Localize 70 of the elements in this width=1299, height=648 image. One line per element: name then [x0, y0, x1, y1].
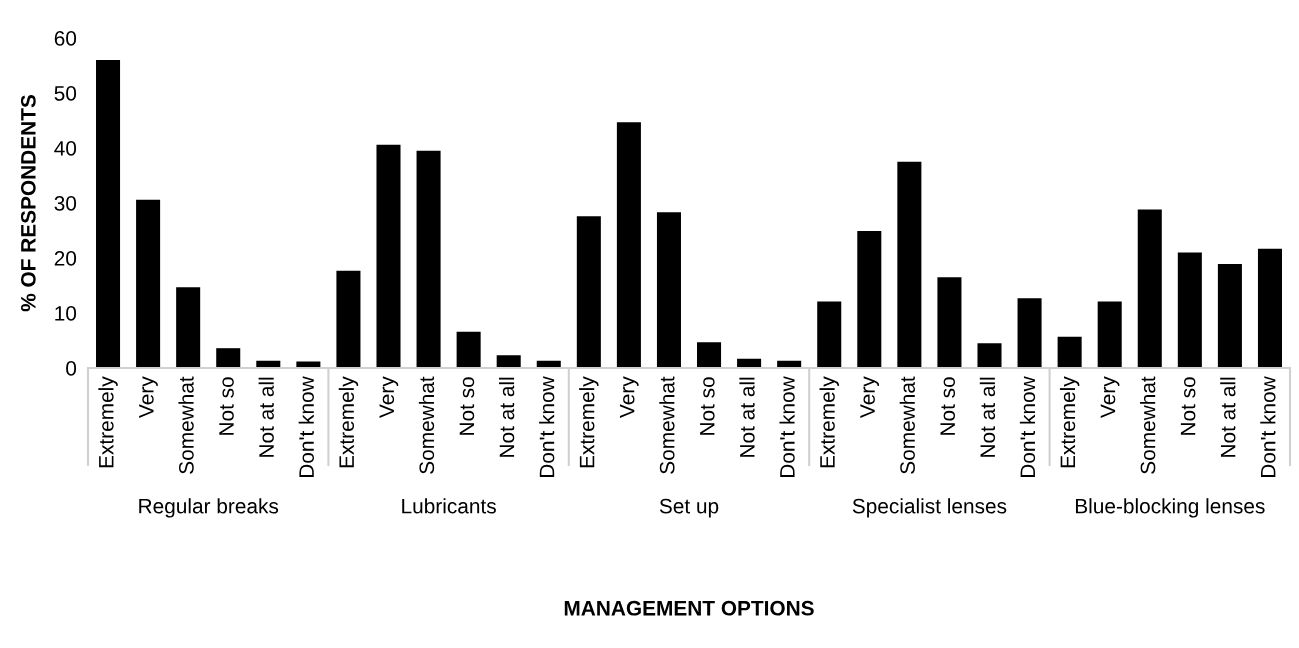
x-tick-label: Somewhat: [418, 376, 435, 474]
x-tick-label: Very: [139, 376, 158, 418]
x-tick-label: Very: [860, 376, 880, 418]
x-tick-label: Not at all: [979, 377, 996, 457]
x-tick-label: Don't know: [1019, 376, 1036, 478]
x-tick-label: Extremely: [1059, 376, 1080, 468]
x-tick-label: Not so: [219, 377, 234, 435]
x-tick-label: Very: [1100, 376, 1120, 418]
x-tick-label: Somewhat: [1140, 376, 1156, 474]
bar: [1137, 209, 1162, 368]
x-tick-label: Not so: [1180, 377, 1196, 435]
x-tick-label: Extremely: [338, 376, 359, 468]
bar: [897, 161, 922, 368]
x-axis-title: Set up: [659, 498, 719, 518]
x-tick-label: Not at all: [1220, 377, 1236, 457]
bar: [697, 342, 722, 368]
x-tick-label: Don't know: [298, 376, 314, 478]
y-tick-label: 30: [54, 196, 77, 211]
bar: [216, 348, 241, 368]
x-tick-label: Very: [619, 376, 639, 418]
bar: [977, 343, 1002, 368]
x-tick-label: Extremely: [579, 376, 599, 468]
x-tick-label: Don't know: [539, 376, 555, 478]
x-tick-label: Extremely: [819, 376, 839, 468]
bar: [1217, 264, 1242, 368]
bar: [456, 331, 481, 368]
bar: [96, 60, 121, 368]
x-tick-label: Very: [379, 376, 399, 418]
bar: [176, 287, 201, 368]
bar: [376, 144, 401, 368]
x-tick-label: Extremely: [98, 376, 118, 468]
bar: [576, 216, 601, 368]
bar: [616, 122, 641, 368]
bar: [656, 212, 681, 368]
x-tick-label: Don't know: [1260, 376, 1276, 478]
y-tick-label: 60: [54, 31, 77, 46]
x-axis-title: Specialist lenses: [852, 498, 1007, 518]
y-tick-label: 50: [54, 86, 77, 101]
bar: [1097, 301, 1122, 368]
bar: [857, 231, 882, 368]
x-tick-label: Somewhat: [659, 376, 675, 474]
x-axis-title: Blue-blocking lenses: [1075, 498, 1265, 518]
x-axis-title: Lubricants: [402, 498, 496, 514]
x-axis-title: Regular breaks: [139, 498, 279, 518]
bar: [1017, 298, 1042, 368]
x-tick-label: Don't know: [779, 376, 795, 478]
y-tick-label: 0: [66, 361, 77, 376]
x-tick-label: Somewhat: [899, 376, 915, 474]
text: MANAGEMENT OPTIONS: [564, 600, 814, 616]
bar: [937, 277, 962, 368]
bar: [496, 355, 521, 368]
y-tick-label: 20: [54, 251, 77, 266]
x-tick-label: Somewhat: [178, 376, 194, 474]
x-tick-label: Not at all: [739, 377, 755, 457]
x-tick-label: Not at all: [258, 377, 274, 457]
y-tick-label: 10: [55, 306, 77, 321]
bar: [296, 361, 321, 368]
bar: [1177, 252, 1202, 368]
bar: [416, 150, 441, 368]
bar: [136, 199, 161, 368]
y-axis-title: % OF RESPONDENTS: [20, 95, 36, 312]
bar: [817, 301, 842, 368]
y-tick-label: 40: [54, 141, 77, 156]
x-tick-label: Not so: [700, 377, 715, 435]
x-tick-label: Not at all: [498, 377, 515, 457]
bar: [336, 270, 361, 368]
bar: [1257, 248, 1282, 368]
bar: [1057, 336, 1082, 368]
x-tick-label: Not so: [459, 377, 475, 435]
x-tick-label: Not so: [940, 377, 956, 435]
